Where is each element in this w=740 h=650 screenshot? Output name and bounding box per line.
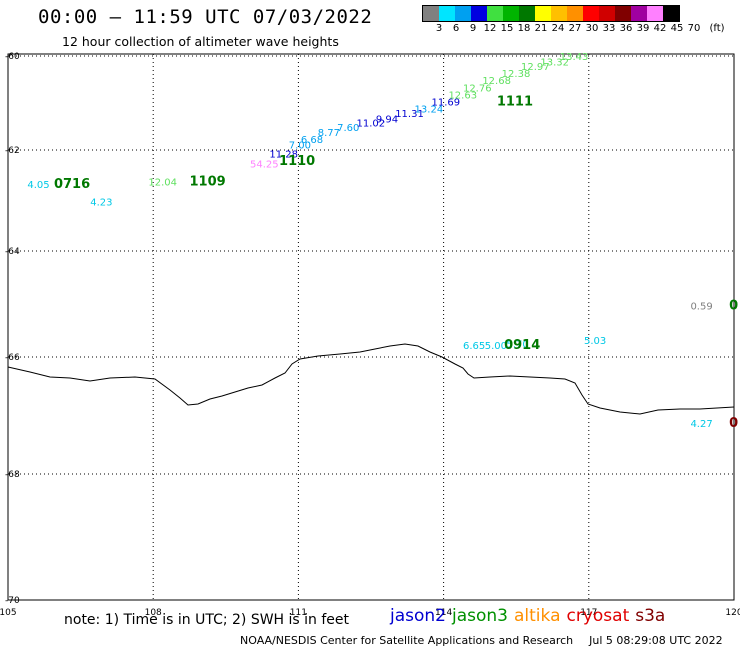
latitude-tick-label: -68 bbox=[5, 470, 20, 480]
map-subtitle: 12 hour collection of altimeter wave hei… bbox=[62, 34, 339, 49]
legend-tick-label: 36 bbox=[619, 23, 633, 34]
swh-value-label: 11.28 bbox=[269, 150, 298, 161]
legend-swatch bbox=[439, 6, 455, 21]
swh-value-label: 6.65 bbox=[463, 341, 485, 352]
legend-tick-label: 42 bbox=[653, 23, 667, 34]
swh-value-label: 5.00 bbox=[485, 341, 507, 352]
longitude-tick-label: 111 bbox=[290, 608, 307, 618]
legend-swatch bbox=[631, 6, 647, 21]
legend-tick-label: 3 bbox=[435, 23, 443, 34]
swh-value-label: 4.23 bbox=[90, 198, 112, 209]
legend-tick-label: 15 bbox=[500, 23, 514, 34]
swh-value-label: 7.60 bbox=[337, 123, 359, 134]
swh-value-label: 11.69 bbox=[432, 97, 461, 108]
longitude-tick-label: 108 bbox=[145, 608, 162, 618]
swh-value-label: 9.94 bbox=[376, 115, 398, 126]
credit-timestamp: Jul 5 08:29:08 UTC 2022 bbox=[589, 634, 723, 647]
legend-labels: 3 6 9 12 15 18 21 24 27 30 33 36 39 42 45 70 (ft) bbox=[422, 22, 725, 36]
longitude-tick-label: 120 bbox=[725, 608, 740, 618]
coastline bbox=[7, 343, 735, 415]
time-label: 0 bbox=[729, 416, 738, 431]
swh-value-label: 54.25 bbox=[250, 160, 279, 171]
time-label: 0716 bbox=[54, 177, 90, 192]
swh-value-label: 4.05 bbox=[27, 180, 49, 191]
legend-swatch bbox=[583, 6, 599, 21]
swh-value-label: 12.04 bbox=[148, 177, 177, 188]
satellite-altika: altika bbox=[514, 606, 561, 626]
legend-tick-label: 70 bbox=[687, 23, 701, 34]
swh-value-label: 8.77 bbox=[318, 128, 340, 139]
swh-value-label: 13.43 bbox=[560, 52, 589, 63]
legend-tick-label: 18 bbox=[517, 23, 531, 34]
swh-value-label: 5.70 bbox=[507, 339, 529, 350]
footnote: note: 1) Time is in UTC; 2) SWH is in fe… bbox=[64, 612, 350, 628]
legend-swatch bbox=[503, 6, 519, 21]
legend-color-bar bbox=[422, 5, 680, 22]
legend-tick-label: 24 bbox=[551, 23, 565, 34]
swh-value-label: 5.03 bbox=[584, 336, 606, 347]
credit-org: NOAA/NESDIS Center for Satellite Applica… bbox=[240, 634, 574, 647]
legend-tick-label: 6 bbox=[452, 23, 460, 34]
legend-tick-label: 21 bbox=[534, 23, 548, 34]
latitude-tick-label: -66 bbox=[5, 353, 20, 363]
legend-tick-label: 33 bbox=[602, 23, 616, 34]
legend-swatch bbox=[423, 6, 439, 21]
swh-value-label: 13.32 bbox=[540, 57, 569, 68]
satellite-cryosat: cryosat bbox=[566, 606, 630, 626]
swh-value-label: 6.68 bbox=[301, 135, 323, 146]
legend-swatch bbox=[535, 6, 551, 21]
satellite-jason3: jason3 bbox=[452, 606, 508, 626]
longitude-tick-label: 114 bbox=[435, 608, 452, 618]
legend-tick-label: 39 bbox=[636, 23, 650, 34]
swh-value-label: 4.27 bbox=[690, 419, 712, 430]
swh-value-label: 12.63 bbox=[448, 90, 477, 101]
time-label: 0914 bbox=[504, 338, 540, 353]
legend-tick-label: 45 bbox=[670, 23, 684, 34]
legend-tick-label: 9 bbox=[469, 23, 477, 34]
swh-value-label: 11.02 bbox=[356, 119, 385, 130]
legend-swatch bbox=[455, 6, 471, 21]
latitude-tick-label: -70 bbox=[5, 596, 20, 606]
legend-tick-label: 30 bbox=[585, 23, 599, 34]
latitude-tick-label: -60 bbox=[5, 52, 20, 62]
longitude-tick-label: 117 bbox=[580, 608, 597, 618]
swh-value-label: 12.76 bbox=[463, 83, 492, 94]
map-title: 00:00 – 11:59 UTC 07/03/2022 bbox=[38, 6, 373, 28]
legend-tick-label: 12 bbox=[483, 23, 497, 34]
swh-value-label: 7.00 bbox=[289, 141, 311, 152]
satellite-jason2: jason2 bbox=[390, 606, 446, 626]
legend-swatch bbox=[487, 6, 503, 21]
legend-swatch bbox=[599, 6, 615, 21]
color-legend: 3 6 9 12 15 18 21 24 27 30 33 36 39 42 45 70 (ft) bbox=[422, 5, 725, 36]
time-label: 1111 bbox=[497, 94, 533, 109]
swh-value-label: 11.31 bbox=[395, 109, 424, 120]
time-label: 0 bbox=[729, 298, 738, 313]
legend-swatch bbox=[551, 6, 567, 21]
legend-swatch bbox=[663, 6, 679, 21]
legend-swatch bbox=[647, 6, 663, 21]
legend-tick-label: 27 bbox=[568, 23, 582, 34]
legend-tick-label: (ft) bbox=[709, 23, 725, 34]
latitude-tick-label: -62 bbox=[5, 146, 20, 156]
swh-value-label: 13.24 bbox=[415, 104, 444, 115]
legend-swatch bbox=[567, 6, 583, 21]
longitude-tick-label: 105 bbox=[0, 608, 17, 618]
swh-value-label: 0.59 bbox=[690, 301, 712, 312]
satellite-legend: jason2 jason3 altika cryosat s3a bbox=[390, 606, 671, 626]
swh-value-label: 12.38 bbox=[502, 69, 531, 80]
legend-swatch bbox=[615, 6, 631, 21]
legend-swatch bbox=[519, 6, 535, 21]
swh-value-label: 12.68 bbox=[482, 76, 511, 87]
satellite-s3a: s3a bbox=[635, 606, 666, 626]
latitude-tick-label: -64 bbox=[5, 247, 20, 257]
credit-line: NOAA/NESDIS Center for Satellite Applica… bbox=[240, 634, 723, 647]
legend-swatch bbox=[471, 6, 487, 21]
time-label: 1109 bbox=[190, 174, 226, 189]
time-label: 1110 bbox=[279, 154, 315, 169]
map-frame bbox=[7, 53, 735, 601]
swh-value-label: 12.97 bbox=[521, 62, 550, 73]
